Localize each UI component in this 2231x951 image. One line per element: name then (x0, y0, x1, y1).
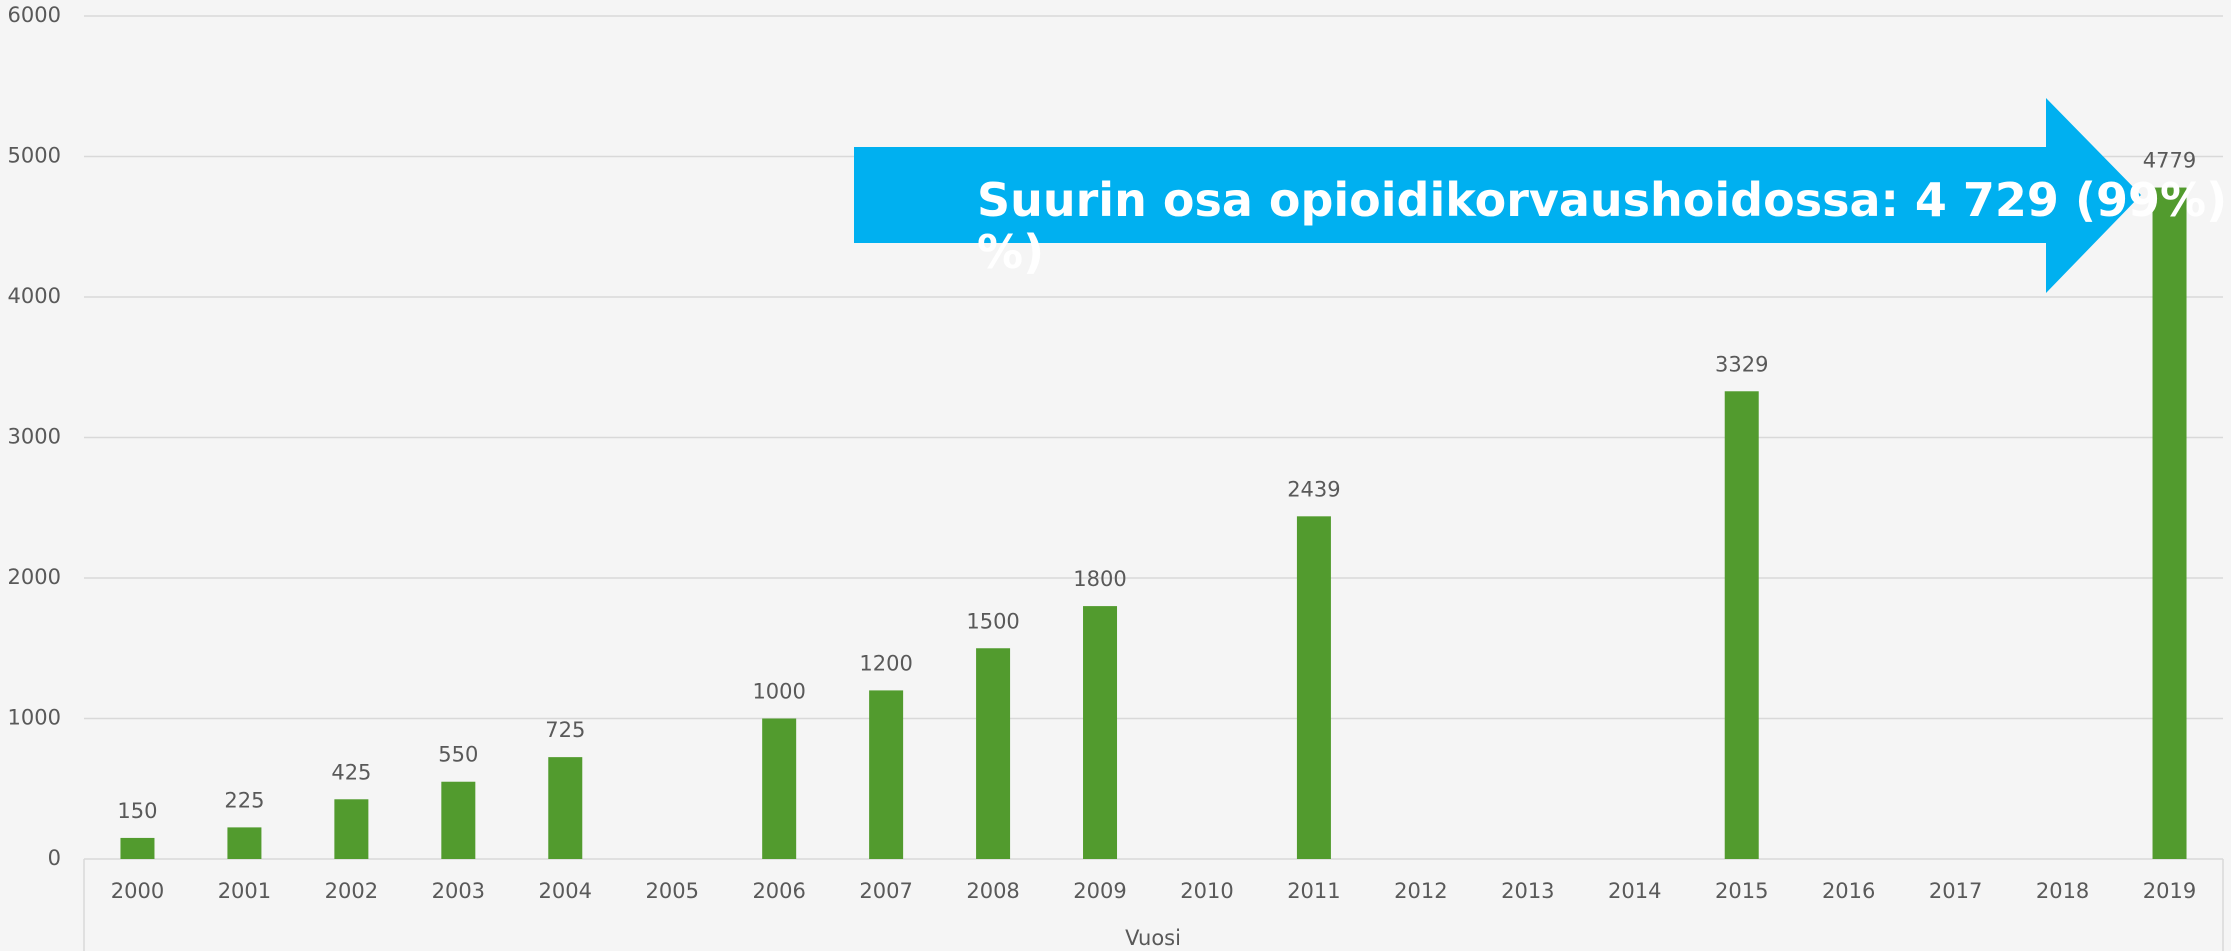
y-tick-label: 4000 (8, 284, 61, 308)
y-tick-label: 6000 (8, 3, 61, 27)
data-label: 2439 (1287, 477, 1340, 501)
data-label: 3329 (1715, 352, 1768, 376)
bar (762, 718, 797, 859)
annotation-text: %) (977, 225, 1044, 279)
x-tick-label: 2002 (325, 879, 378, 903)
x-tick-label: 2018 (2036, 879, 2089, 903)
x-tick-label: 2005 (645, 879, 698, 903)
bar (548, 757, 583, 859)
x-tick-label: 2009 (1073, 879, 1126, 903)
x-tick-label: 2004 (539, 879, 592, 903)
data-label: 225 (224, 788, 264, 812)
bar (334, 799, 369, 859)
x-axis-title: Vuosi (1125, 926, 1181, 950)
data-label: 550 (438, 743, 478, 767)
data-label: 1000 (752, 680, 805, 704)
x-tick-label: 2017 (1929, 879, 1982, 903)
bar (120, 837, 155, 859)
y-tick-label: 2000 (8, 565, 61, 589)
x-tick-label: 2015 (1715, 879, 1768, 903)
bar (976, 648, 1011, 859)
x-tick-label: 2011 (1287, 879, 1340, 903)
y-tick-label: 0 (48, 846, 61, 870)
bar (869, 690, 904, 859)
x-tick-label: 2012 (1394, 879, 1447, 903)
x-tick-label: 2003 (432, 879, 485, 903)
bar (441, 781, 476, 859)
annotation-arrow (854, 98, 2141, 293)
data-label: 425 (331, 760, 371, 784)
data-label: 1200 (859, 651, 912, 675)
x-tick-label: 2014 (1608, 879, 1661, 903)
x-tick-label: 2006 (752, 879, 805, 903)
data-label: 1800 (1073, 567, 1126, 591)
x-tick-label: 2010 (1180, 879, 1233, 903)
x-tick-label: 2008 (966, 879, 1019, 903)
x-tick-label: 2001 (218, 879, 271, 903)
y-tick-label: 1000 (8, 706, 61, 730)
annotation-text: Suurin osa opioidikorvaushoidossa: 4 729… (977, 173, 2227, 227)
bar (1083, 606, 1118, 859)
data-label: 4779 (2143, 149, 2196, 173)
bar (1296, 516, 1331, 859)
bar (227, 827, 262, 859)
x-tick-label: 2019 (2143, 879, 2196, 903)
bar (2152, 187, 2187, 859)
x-tick-label: 2013 (1501, 879, 1554, 903)
data-label: 1500 (966, 609, 1019, 633)
y-tick-label: 3000 (8, 425, 61, 449)
x-tick-label: 2007 (859, 879, 912, 903)
x-tick-label: 2000 (111, 879, 164, 903)
data-label: 725 (545, 718, 585, 742)
y-tick-label: 5000 (8, 144, 61, 168)
x-tick-label: 2016 (1822, 879, 1875, 903)
data-label: 150 (117, 799, 157, 823)
bar (1724, 391, 1759, 859)
